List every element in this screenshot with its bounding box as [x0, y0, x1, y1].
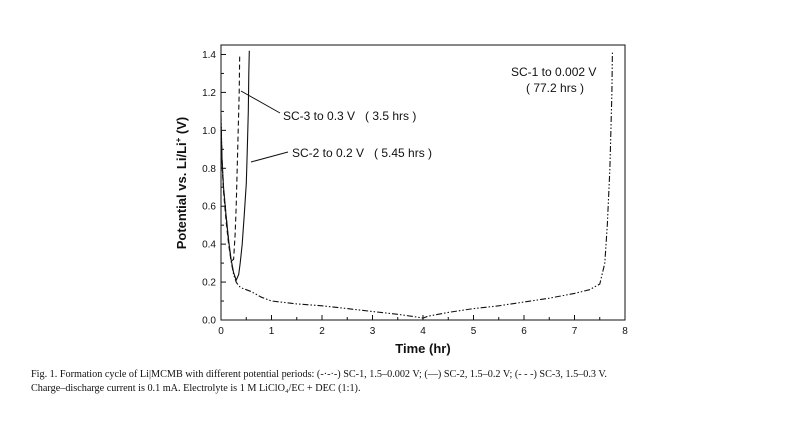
y-tick-label: 1.2	[202, 88, 216, 99]
figure-caption: Fig. 1. Formation cycle of Li|MCMB with …	[31, 368, 771, 396]
x-tick-label: 0	[218, 326, 224, 337]
x-tick-label: 2	[319, 326, 325, 337]
x-tick-label: 5	[471, 326, 477, 337]
y-tick-label: 1.0	[202, 126, 216, 137]
x-tick-label: 1	[269, 326, 275, 337]
annotation-sc3: SC-3 to 0.3 V ( 3.5 hrs )	[283, 109, 416, 123]
y-axis-label: Potential vs. Li/Li+ (V)	[174, 117, 189, 250]
x-tick-label: 8	[622, 326, 628, 337]
y-tick-label: 0.4	[202, 240, 216, 251]
annotation-sc1-hours: ( 77.2 hrs )	[526, 81, 584, 95]
annotation-arrow-sc3	[240, 90, 281, 114]
x-tick-label: 6	[521, 326, 527, 337]
y-tick-label: 1.4	[202, 50, 216, 61]
y-tick-label: 0.0	[202, 316, 216, 327]
x-tick-label: 3	[370, 326, 376, 337]
x-tick-label: 7	[572, 326, 578, 337]
series-sc2-line	[220, 50, 250, 282]
y-axis-ticks: 0.0 0.2 0.4 0.6 0.8 1.0 1.2 1.4	[202, 50, 226, 327]
annotation-sc1: SC-1 to 0.002 V	[511, 65, 596, 79]
y-tick-label: 0.8	[202, 164, 216, 175]
chart: 0 1 2 3 4 5 6 7 8 0.0 0.2 0.4 0.6 0.8 1.0 1.2 1.4 SC-3 …	[174, 44, 628, 356]
caption-line-2: Charge–discharge current is 0.1 mA. Elec…	[31, 383, 361, 394]
annotation-arrow-sc2	[250, 151, 289, 163]
series-group	[220, 50, 613, 319]
x-axis-label: Time (hr)	[395, 341, 450, 356]
caption-line-1: Fig. 1. Formation cycle of Li|MCMB with …	[31, 369, 607, 380]
x-tick-label: 4	[420, 326, 426, 337]
x-axis-ticks: 0 1 2 3 4 5 6 7 8	[218, 315, 628, 337]
y-tick-label: 0.2	[202, 278, 216, 289]
annotation-sc2: SC-2 to 0.2 V ( 5.45 hrs )	[292, 146, 432, 160]
y-tick-label: 0.6	[202, 202, 216, 213]
series-sc3-line	[220, 54, 241, 263]
